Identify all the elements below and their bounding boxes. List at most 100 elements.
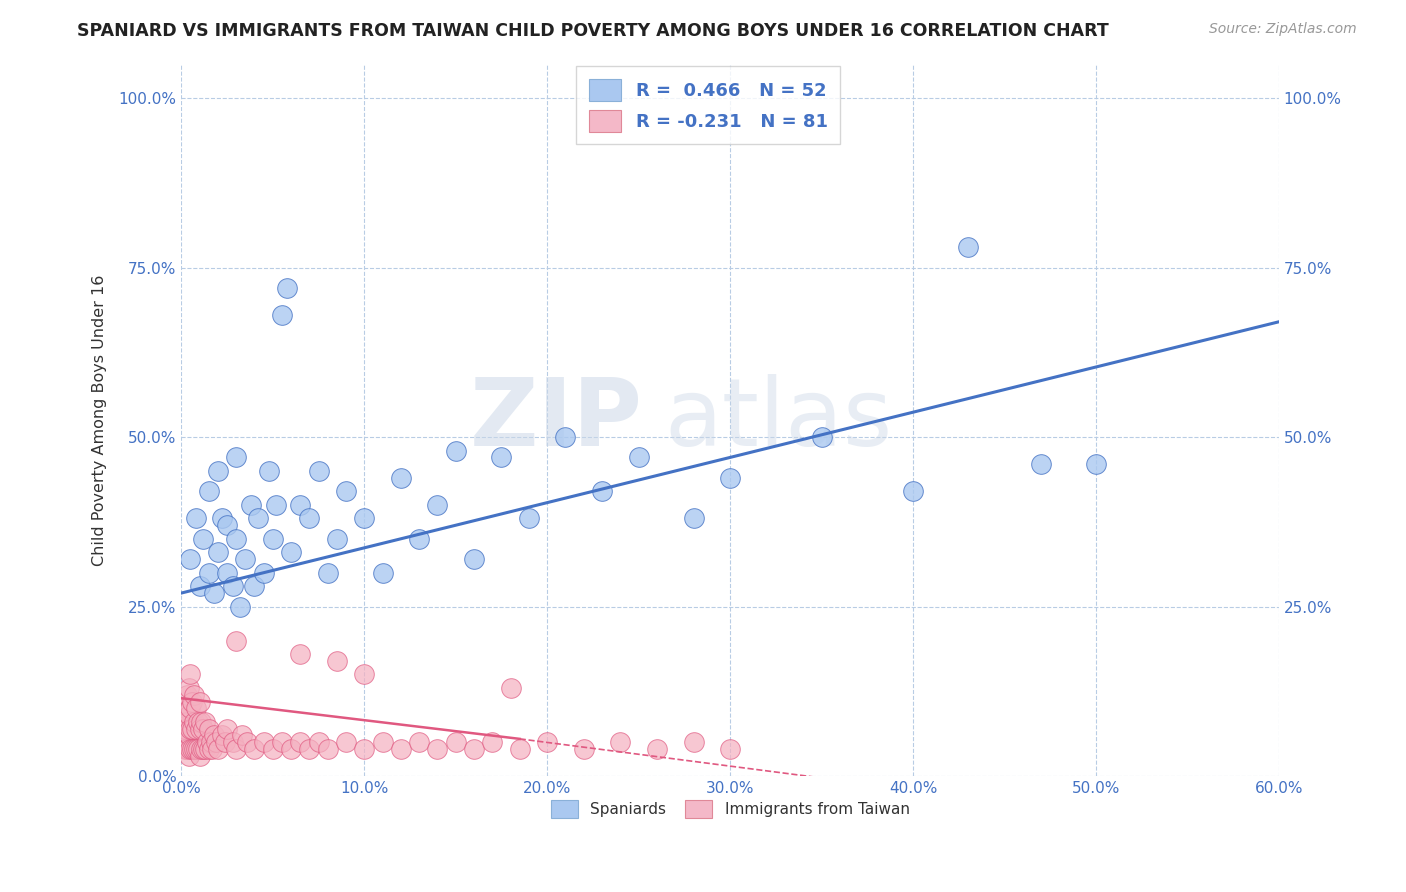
Point	[225, 633, 247, 648]
Point	[179, 722, 201, 736]
Point	[225, 450, 247, 465]
Point	[371, 566, 394, 580]
Point	[481, 735, 503, 749]
Point	[193, 532, 215, 546]
Point	[174, 742, 197, 756]
Point	[233, 552, 256, 566]
Point	[645, 742, 668, 756]
Point	[463, 742, 485, 756]
Point	[252, 566, 274, 580]
Point	[389, 471, 412, 485]
Point	[682, 735, 704, 749]
Point	[316, 742, 339, 756]
Point	[353, 667, 375, 681]
Point	[190, 714, 212, 729]
Point	[174, 722, 197, 736]
Point	[211, 729, 233, 743]
Point	[187, 742, 209, 756]
Point	[177, 729, 200, 743]
Point	[718, 742, 741, 756]
Point	[444, 443, 467, 458]
Point	[184, 511, 207, 525]
Text: SPANIARD VS IMMIGRANTS FROM TAIWAN CHILD POVERTY AMONG BOYS UNDER 16 CORRELATION: SPANIARD VS IMMIGRANTS FROM TAIWAN CHILD…	[77, 22, 1109, 40]
Point	[956, 240, 979, 254]
Point	[200, 735, 222, 749]
Point	[718, 471, 741, 485]
Point	[183, 714, 205, 729]
Point	[188, 722, 211, 736]
Point	[193, 722, 215, 736]
Point	[184, 742, 207, 756]
Point	[202, 729, 225, 743]
Point	[1085, 457, 1108, 471]
Point	[184, 722, 207, 736]
Point	[463, 552, 485, 566]
Point	[276, 281, 298, 295]
Point	[1029, 457, 1052, 471]
Text: Source: ZipAtlas.com: Source: ZipAtlas.com	[1209, 22, 1357, 37]
Point	[408, 735, 430, 749]
Point	[257, 464, 280, 478]
Point	[353, 742, 375, 756]
Point	[207, 545, 229, 559]
Point	[188, 695, 211, 709]
Point	[298, 742, 321, 756]
Point	[426, 742, 449, 756]
Point	[225, 532, 247, 546]
Point	[194, 742, 217, 756]
Point	[193, 742, 215, 756]
Point	[176, 688, 198, 702]
Point	[239, 498, 262, 512]
Point	[290, 498, 312, 512]
Point	[353, 511, 375, 525]
Point	[177, 681, 200, 695]
Point	[627, 450, 650, 465]
Point	[197, 566, 219, 580]
Point	[201, 742, 224, 756]
Point	[252, 735, 274, 749]
Point	[262, 532, 284, 546]
Point	[266, 498, 288, 512]
Point	[214, 735, 236, 749]
Legend: Spaniards, Immigrants from Taiwan: Spaniards, Immigrants from Taiwan	[543, 793, 917, 825]
Point	[181, 722, 204, 736]
Point	[207, 742, 229, 756]
Point	[197, 722, 219, 736]
Point	[181, 695, 204, 709]
Point	[207, 464, 229, 478]
Point	[554, 430, 576, 444]
Point	[177, 708, 200, 723]
Point	[211, 511, 233, 525]
Point	[197, 484, 219, 499]
Point	[389, 742, 412, 756]
Point	[215, 518, 238, 533]
Point	[371, 735, 394, 749]
Point	[183, 742, 205, 756]
Point	[179, 742, 201, 756]
Point	[202, 586, 225, 600]
Point	[491, 450, 513, 465]
Point	[188, 579, 211, 593]
Point	[517, 511, 540, 525]
Point	[308, 735, 330, 749]
Point	[221, 735, 243, 749]
Y-axis label: Child Poverty Among Boys Under 16: Child Poverty Among Boys Under 16	[93, 275, 107, 566]
Point	[215, 566, 238, 580]
Point	[179, 701, 201, 715]
Point	[326, 654, 349, 668]
Point	[335, 484, 357, 499]
Point	[591, 484, 613, 499]
Point	[190, 742, 212, 756]
Point	[243, 742, 266, 756]
Point	[229, 599, 252, 614]
Point	[231, 729, 253, 743]
Point	[271, 735, 294, 749]
Point	[179, 667, 201, 681]
Point	[326, 532, 349, 546]
Point	[195, 735, 218, 749]
Text: ZIP: ZIP	[470, 374, 643, 467]
Point	[426, 498, 449, 512]
Text: atlas: atlas	[664, 374, 893, 467]
Point	[298, 511, 321, 525]
Point	[215, 722, 238, 736]
